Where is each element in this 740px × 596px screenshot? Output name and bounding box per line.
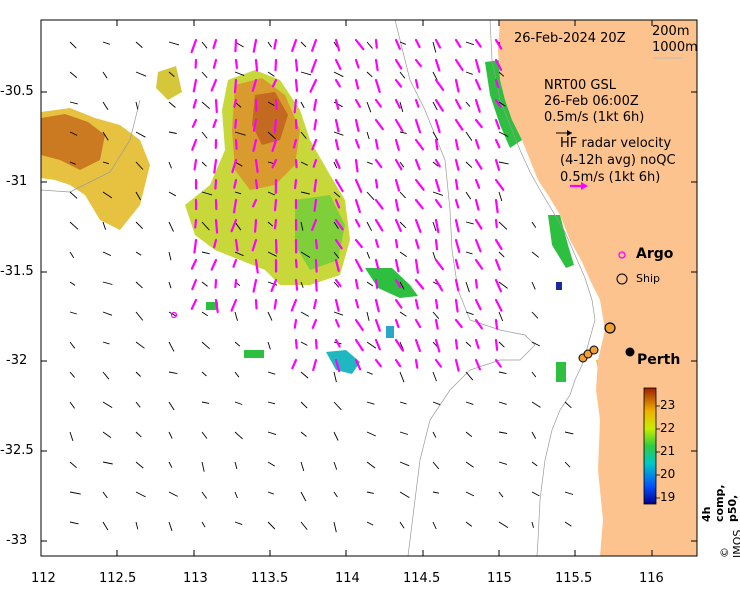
radar-current-arrow (496, 220, 497, 227)
radar-current-arrow (296, 340, 297, 348)
ship-marker-icon (605, 323, 615, 333)
radar-current-arrow (235, 40, 236, 51)
colorbar-tick-label: 20 (660, 467, 675, 481)
radar-current-arrow (295, 100, 296, 112)
radar-scale-label: 0.5m/s (1kt 6h) (560, 170, 660, 185)
radar-current-arrow (316, 280, 317, 291)
sst-pixel-b (556, 282, 562, 290)
ship-legend-label: Ship (636, 272, 660, 285)
radar-current-arrow (316, 240, 317, 248)
sst-pixel-f (556, 362, 566, 382)
radar-current-arrow (296, 80, 297, 91)
radar-current-arrow (316, 260, 317, 272)
colorbar-title: 4h comp, p50, All Sats (700, 482, 740, 522)
radar-current-arrow (376, 40, 377, 48)
colorbar-tick-label: 21 (660, 444, 675, 458)
y-tick-label: -32.5 (0, 443, 34, 458)
y-tick-label: -30.5 (0, 84, 34, 99)
sst-pixel-a (386, 326, 394, 338)
colorbar-tick-label: 23 (660, 398, 675, 412)
radar-current-arrow (296, 280, 297, 290)
radar-current-arrow (235, 280, 236, 287)
radar-current-arrow (296, 160, 297, 167)
radar-current-arrow (356, 160, 358, 171)
radar-current-arrow (436, 240, 437, 249)
radar-current-arrow (256, 180, 257, 188)
radar-current-arrow (276, 100, 277, 109)
radar-current-arrow (316, 340, 317, 348)
radar-current-arrow (195, 160, 196, 169)
radar-current-arrow (456, 340, 457, 348)
date-label: 26-Feb-2024 20Z (514, 31, 626, 46)
radar-current-arrow (256, 300, 257, 308)
radar-current-arrow (275, 120, 276, 133)
radar-current-arrow (296, 260, 297, 267)
radar-current-arrow (295, 180, 296, 188)
radar-current-arrow (275, 200, 276, 210)
radar-current-arrow (296, 60, 297, 71)
radar-current-arrow (416, 360, 417, 368)
radar-current-arrow (315, 200, 317, 211)
radar-current-arrow (255, 220, 256, 232)
radar-current-arrow (216, 220, 217, 233)
copyright-notice: © IMOS 29-Feb-2024 15:52 Hobart (718, 520, 740, 558)
y-tick-label: -33 (6, 533, 27, 548)
colorbar (644, 388, 656, 504)
radar-current-arrow (315, 120, 317, 129)
radar-current-arrow (476, 280, 477, 288)
model-scale-label: 0.5m/s (1kt 6h) (544, 110, 644, 125)
radar-current-arrow (295, 320, 296, 328)
radar-current-arrow (456, 180, 457, 189)
radar-current-arrow (235, 80, 236, 92)
x-tick-label: 116 (639, 571, 664, 586)
ship-marker-icon (590, 346, 598, 354)
radar-current-arrow (215, 180, 216, 189)
radar-current-arrow (275, 300, 276, 309)
radar-current-arrow (216, 100, 217, 112)
radar-current-arrow (216, 280, 217, 288)
model-time: 26-Feb 06:00Z (544, 94, 639, 109)
city-label-perth: Perth (637, 352, 680, 368)
radar-current-arrow (195, 220, 196, 227)
x-tick-label: 113 (183, 571, 208, 586)
radar-current-arrow (276, 240, 277, 253)
radar-current-arrow (376, 280, 377, 288)
y-tick-label: -31.5 (0, 264, 34, 279)
contour-1000m-label: 1000m (652, 40, 698, 55)
radar-current-arrow (235, 120, 236, 128)
radar-current-arrow (436, 140, 437, 149)
x-tick-label: 112.5 (99, 571, 136, 586)
x-tick-label: 112 (31, 571, 56, 586)
radar-current-arrow (236, 240, 238, 250)
x-tick-label: 115.5 (555, 571, 592, 586)
colorbar-tick-label: 22 (660, 421, 675, 435)
radar-current-arrow (376, 180, 377, 188)
radar-current-arrow (256, 60, 257, 71)
model-name: NRT00 GSL (544, 78, 616, 93)
x-tick-label: 113.5 (251, 571, 288, 586)
colorbar-tick-label: 19 (660, 490, 675, 504)
y-tick-label: -32 (6, 353, 27, 368)
sst-pixel-d (244, 350, 264, 358)
x-tick-label: 115 (487, 571, 512, 586)
radar-current-arrow (236, 60, 237, 68)
radar-subtitle: (4-12h avg) noQC (560, 153, 676, 168)
radar-current-arrow (436, 300, 437, 308)
radar-current-arrow (496, 320, 497, 329)
radar-current-arrow (315, 180, 317, 191)
x-tick-label: 114 (335, 571, 360, 586)
perth-location-icon (626, 348, 635, 357)
radar-current-arrow (276, 60, 277, 70)
x-tick-label: 114.5 (403, 571, 440, 586)
argo-legend-label: Argo (636, 246, 673, 262)
radar-current-arrow (275, 220, 276, 228)
radar-current-arrow (396, 240, 397, 247)
radar-current-arrow (236, 140, 237, 149)
contour-200m-label: 200m (652, 24, 689, 39)
y-tick-label: -31 (6, 174, 27, 189)
radar-current-arrow (496, 340, 497, 350)
radar-title: HF radar velocity (560, 136, 671, 151)
